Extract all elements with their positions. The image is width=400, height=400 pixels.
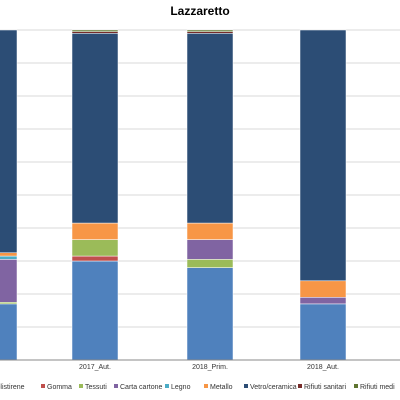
bar-segment (186, 239, 234, 260)
chart-title: Lazzaretto (170, 4, 230, 18)
bar-segment (0, 29, 18, 253)
legend-label: Carta cartone (120, 384, 163, 391)
bar-segment (0, 252, 18, 257)
x-tick-labels: 2017_Aut. 2018_Prim. 2018_Aut. (79, 364, 339, 371)
legend-swatch (244, 384, 248, 388)
bar-segment (186, 33, 234, 224)
bar-segment (0, 259, 18, 303)
legend-label: Metallo (210, 384, 233, 391)
bar-segment (0, 302, 18, 305)
bar-segment (0, 303, 18, 361)
bar-segment (71, 239, 119, 257)
legend-swatch (354, 384, 358, 388)
legend-label: Rifiuti sanitari (304, 384, 346, 391)
legend-swatch (298, 384, 302, 388)
bar-segment (186, 29, 234, 32)
bar-segment (299, 303, 347, 361)
bars (0, 29, 347, 361)
bar-segment (299, 280, 347, 298)
x-tick-label: 2018_Prim. (192, 364, 228, 371)
x-tick-label: 2017_Aut. (79, 364, 111, 371)
legend-label: Legno (171, 384, 191, 391)
legend-label: Tessuti (85, 384, 107, 391)
legend-swatch (79, 384, 83, 388)
bar-segment (299, 29, 347, 282)
bar-segment (71, 29, 119, 32)
legend-label: Vetro/ceramica (250, 384, 297, 391)
bar-segment (299, 297, 347, 305)
bar-segment (71, 33, 119, 224)
bar-segment (71, 260, 119, 361)
bar-segment (186, 259, 234, 268)
bar-segment (186, 222, 234, 240)
legend-swatch (204, 384, 208, 388)
legend-swatch (165, 384, 169, 388)
legend-swatch (114, 384, 118, 388)
bar-segment (71, 222, 119, 240)
legend-label: e Polistirene (0, 384, 25, 391)
bar-segment (0, 255, 18, 260)
legend: e Polistirene Gomma Tessuti Carta cartone Le… (0, 384, 395, 391)
bar-segment (186, 267, 234, 361)
bar-segment (71, 255, 119, 262)
x-tick-label: 2018_Aut. (307, 364, 339, 371)
legend-label: Rifiuti medi (360, 384, 395, 391)
legend-swatch (41, 384, 45, 388)
legend-label: Gomma (47, 384, 72, 391)
